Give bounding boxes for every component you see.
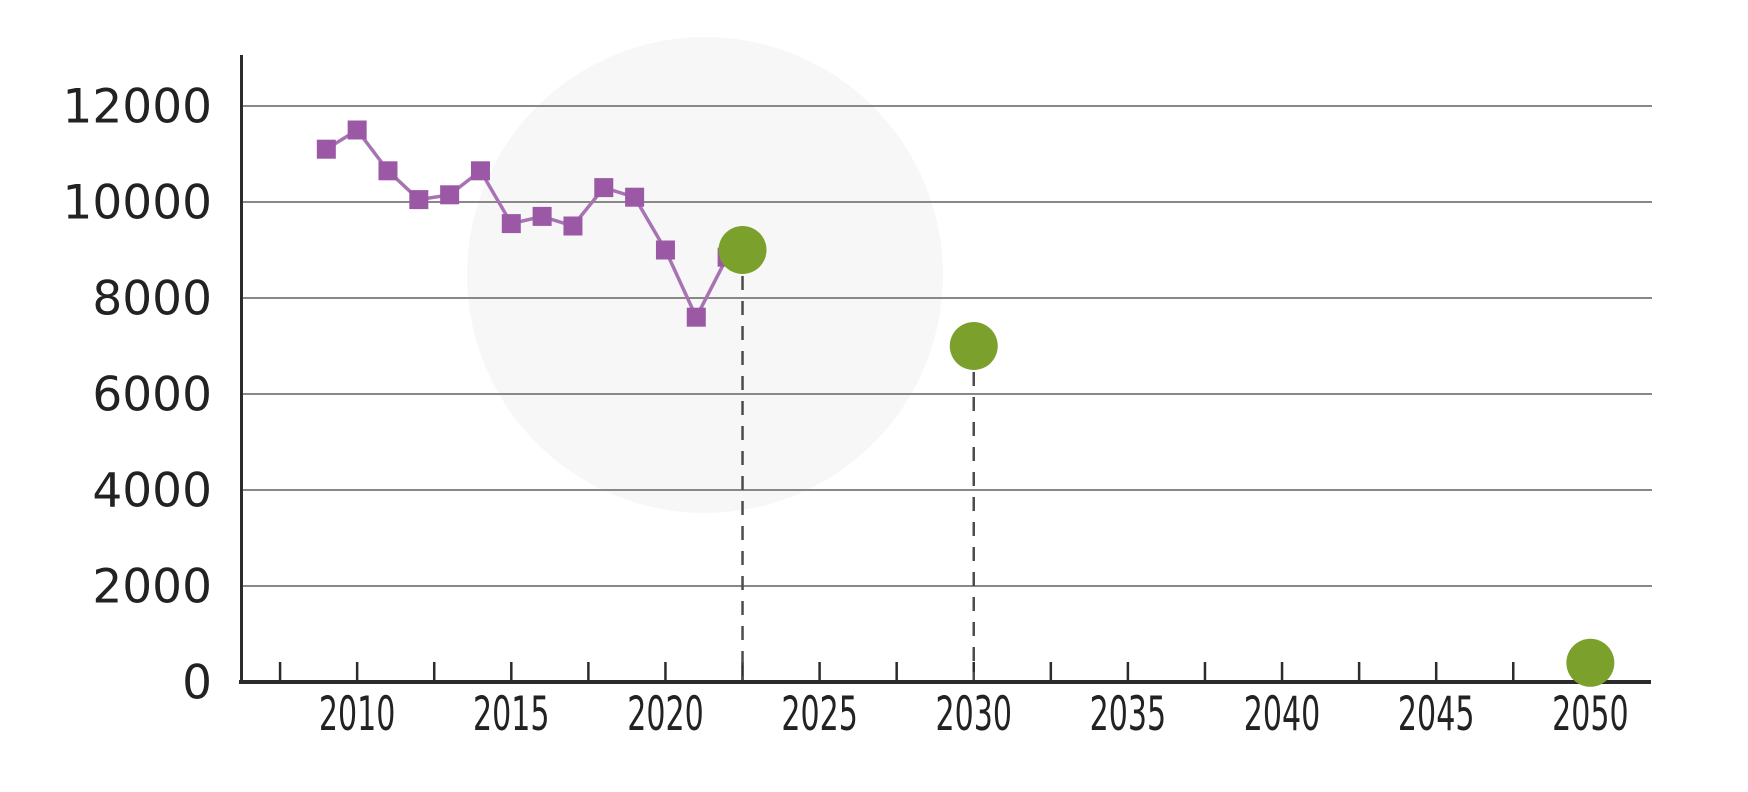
y-axis-label: 4000 <box>92 463 212 518</box>
x-axis-label: 2010 <box>319 687 396 742</box>
x-axis-label: 2030 <box>935 687 1012 742</box>
historical-marker <box>347 120 367 140</box>
target-dot <box>718 226 767 274</box>
background-watermark <box>467 37 943 513</box>
historical-marker <box>470 161 490 181</box>
historical-marker <box>378 161 398 181</box>
x-axis-label: 2035 <box>1090 687 1167 742</box>
x-axis-label: 2025 <box>781 687 858 742</box>
historical-marker <box>625 187 645 207</box>
historical-marker <box>686 307 706 327</box>
historical-marker <box>316 139 336 159</box>
y-axis-label: 12000 <box>62 79 212 134</box>
x-axis-label: 2045 <box>1398 687 1475 742</box>
historical-marker <box>594 178 614 198</box>
historical-marker <box>563 216 583 236</box>
historical-marker <box>440 185 460 205</box>
y-axis-label: 8000 <box>92 271 212 326</box>
x-axis-label: 2040 <box>1244 687 1321 742</box>
x-axis-label: 2050 <box>1552 687 1629 742</box>
y-axis-label: 6000 <box>92 367 212 422</box>
y-axis-label: 2000 <box>92 559 212 614</box>
historical-marker <box>532 206 552 226</box>
x-axis-label: 2015 <box>473 687 550 742</box>
historical-marker <box>501 214 521 234</box>
target-dot <box>1566 638 1615 687</box>
historical-marker <box>655 240 675 260</box>
y-axis-label: 0 <box>182 655 212 710</box>
y-axis-label: 10000 <box>62 175 212 230</box>
x-axis-label: 2020 <box>627 687 704 742</box>
target-dot <box>949 322 998 370</box>
historical-marker <box>409 190 429 210</box>
